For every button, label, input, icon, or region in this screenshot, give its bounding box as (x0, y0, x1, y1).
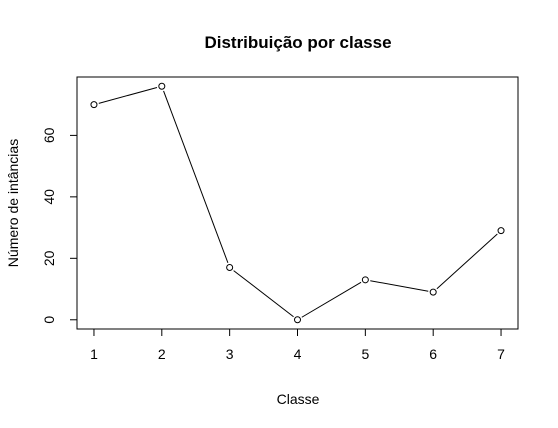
y-tick-label: 0 (41, 316, 57, 324)
series-line (90, 82, 505, 324)
series-segment (98, 87, 158, 104)
x-tick-label: 2 (158, 346, 166, 362)
y-axis: 0 20 40 60 (41, 127, 78, 324)
data-point (361, 276, 369, 284)
x-axis-label: Classe (277, 391, 320, 407)
data-point (294, 316, 301, 324)
x-tick-label: 3 (226, 346, 234, 362)
data-point (497, 227, 505, 235)
x-tick-label: 1 (90, 346, 98, 362)
series-segment (370, 280, 429, 292)
y-axis-label: Número de intâncias (5, 139, 21, 267)
data-point (90, 101, 98, 109)
series-segment (233, 270, 294, 318)
x-tick-label: 5 (361, 346, 369, 362)
x-tick-label: 4 (294, 346, 302, 362)
y-tick-label: 40 (41, 189, 57, 205)
x-tick-label: 6 (429, 346, 437, 362)
chart-title: Distribuição por classe (204, 33, 391, 52)
x-axis: 1 2 3 4 5 6 7 (90, 328, 505, 362)
y-tick-label: 60 (41, 127, 57, 143)
data-point (429, 288, 437, 296)
series-segment (436, 233, 498, 290)
data-point (226, 264, 234, 272)
x-tick-label: 7 (497, 346, 505, 362)
plot-frame (76, 76, 519, 330)
series-segment (301, 281, 362, 318)
series-segment (163, 90, 229, 264)
data-point (158, 82, 166, 90)
y-tick-label: 20 (41, 250, 57, 266)
